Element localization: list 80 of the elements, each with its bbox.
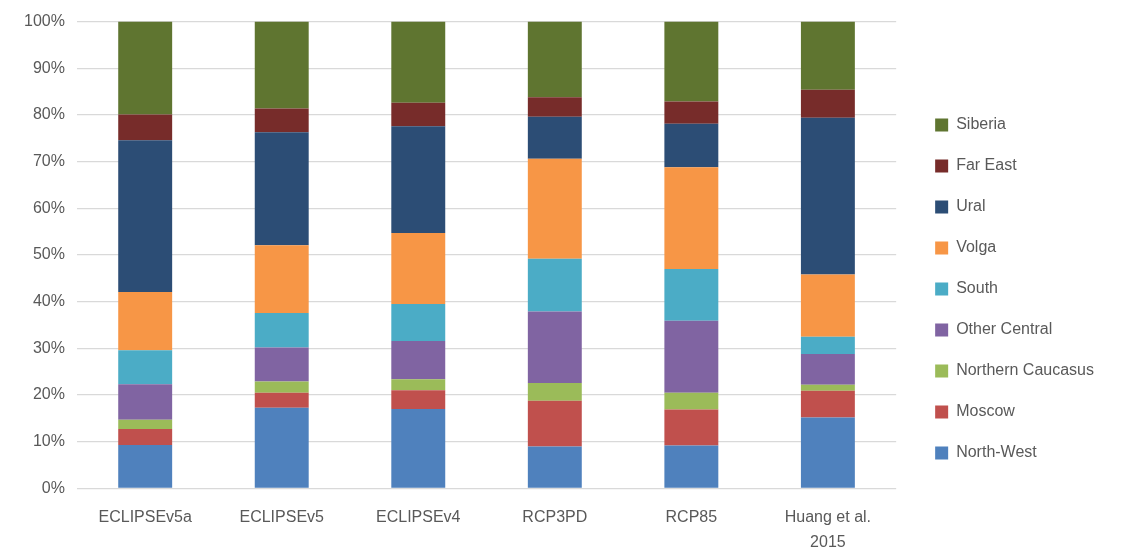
- bar: [800, 336, 855, 354]
- bar: [527, 446, 582, 488]
- bar: [254, 245, 309, 313]
- x-tick-label: ECLIPSEv5: [239, 508, 325, 526]
- bar: [254, 392, 309, 408]
- legend-label: Moscow: [956, 402, 1016, 420]
- bar: [664, 123, 719, 168]
- bar: [118, 419, 173, 430]
- bar: [664, 320, 719, 393]
- bar: [118, 291, 173, 351]
- bar: [664, 392, 719, 410]
- x-tick-label: RCP85: [665, 508, 718, 526]
- y-tick-label: 70%: [32, 152, 65, 170]
- y-tick-label: 30%: [32, 338, 65, 356]
- bar: [664, 167, 719, 269]
- bar: [118, 429, 173, 445]
- bar: [391, 233, 446, 305]
- bar: [800, 417, 855, 488]
- bar: [800, 89, 855, 118]
- x-tick-label: Huang et al. 2015: [784, 508, 872, 551]
- bar: [391, 390, 446, 410]
- y-tick-label: 40%: [32, 292, 65, 310]
- bar: [664, 269, 719, 321]
- bar: [800, 274, 855, 337]
- x-tick-label: RCP3PD: [522, 508, 588, 526]
- bar: [664, 21, 719, 102]
- bar: [391, 409, 446, 488]
- bar: [527, 21, 582, 98]
- legend-label: South: [956, 279, 998, 297]
- bar: [254, 407, 309, 488]
- bar: [527, 158, 582, 259]
- bar: [391, 102, 446, 127]
- bar: [254, 132, 309, 246]
- bar: [800, 390, 855, 418]
- bar: [527, 97, 582, 117]
- bar: [118, 350, 173, 385]
- x-tick-label: ECLIPSEv5a: [98, 508, 192, 526]
- y-tick-label: 80%: [32, 105, 65, 123]
- legend-label: Volga: [956, 238, 997, 256]
- bar: [118, 384, 173, 420]
- bar: [391, 126, 446, 234]
- bar: [254, 108, 309, 133]
- bar: [800, 117, 855, 275]
- bar: [527, 258, 582, 312]
- bar: [527, 400, 582, 447]
- bar: [800, 21, 855, 90]
- bar: [118, 21, 173, 115]
- bar: [527, 311, 582, 383]
- bar: [527, 116, 582, 159]
- legend-label: Siberia: [956, 115, 1007, 133]
- legend-label: Northern Caucasus: [956, 361, 1094, 379]
- legend-label: North-West: [956, 443, 1038, 461]
- legend-label: Ural: [956, 197, 986, 215]
- bar: [118, 140, 173, 292]
- legend-label: Other Central: [956, 320, 1053, 338]
- legend-label: Far East: [956, 156, 1018, 174]
- bar: [800, 384, 855, 391]
- bar: [391, 340, 446, 380]
- y-tick-label: 60%: [32, 198, 65, 216]
- bar: [527, 382, 582, 401]
- bar: [664, 445, 719, 488]
- bar: [118, 444, 173, 488]
- bar: [391, 21, 446, 103]
- bar: [254, 312, 309, 348]
- x-tick-label: ECLIPSEv4: [376, 508, 461, 526]
- y-tick-label: 20%: [32, 385, 65, 403]
- bar: [254, 21, 309, 109]
- y-tick-label: 100%: [24, 12, 65, 30]
- y-tick-label: 10%: [32, 432, 65, 450]
- bar: [254, 347, 309, 382]
- bar: [254, 381, 309, 393]
- bar: [664, 409, 719, 446]
- bar: [391, 379, 446, 391]
- y-tick-label: 0%: [41, 478, 65, 496]
- bar: [800, 353, 855, 385]
- y-tick-label: 90%: [32, 58, 65, 76]
- bar: [391, 304, 446, 341]
- bar: [664, 101, 719, 124]
- y-tick-label: 50%: [32, 245, 65, 263]
- bar: [118, 114, 173, 141]
